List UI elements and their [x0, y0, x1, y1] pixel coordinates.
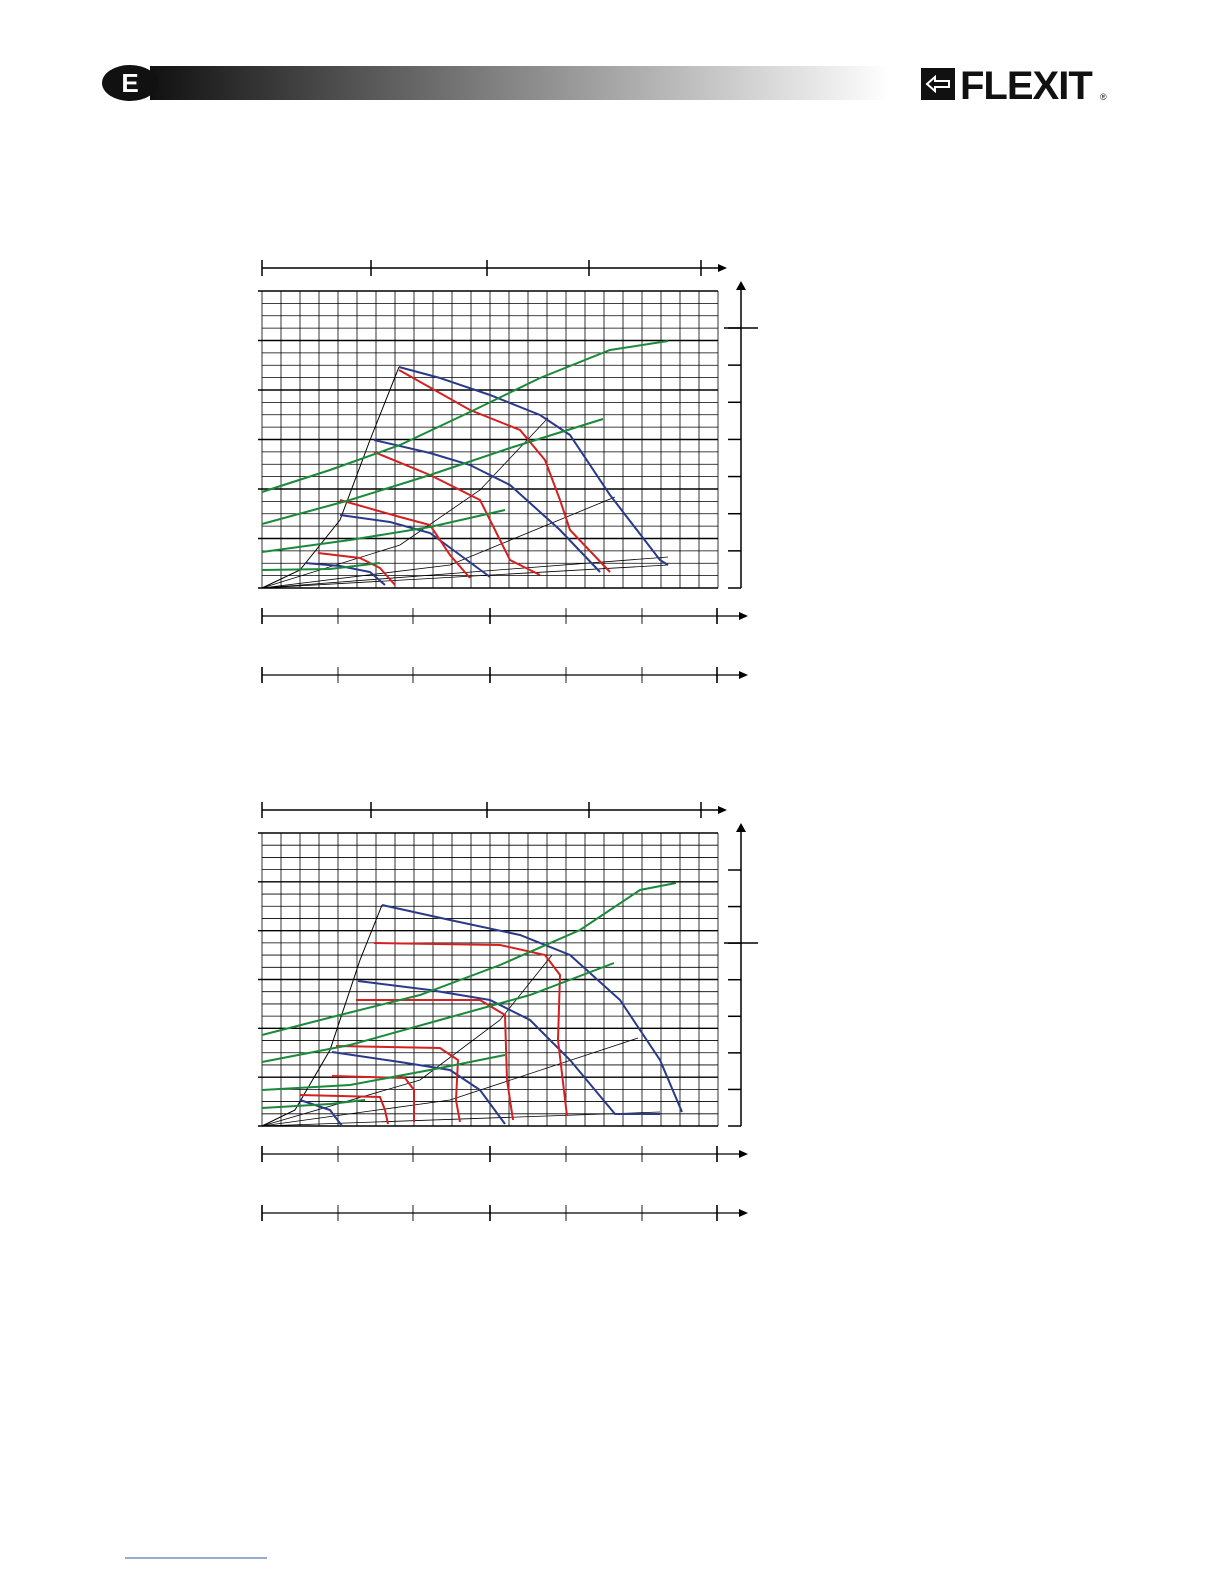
charts	[258, 260, 758, 1221]
arrow-head	[718, 264, 727, 272]
logo-text: FLEXIT	[960, 64, 1092, 108]
curve	[356, 999, 514, 1121]
arrow-head	[739, 671, 748, 679]
curve	[261, 1099, 366, 1109]
badge-shape	[102, 65, 158, 101]
curve	[357, 980, 660, 1116]
arrow-head	[736, 823, 746, 832]
arrow-head	[739, 1209, 748, 1217]
arrow-head	[739, 1150, 748, 1158]
curve	[261, 496, 616, 589]
curve	[339, 499, 471, 579]
curve	[373, 451, 541, 576]
curve	[261, 1054, 506, 1091]
curve	[261, 904, 383, 1127]
curve	[299, 1094, 389, 1125]
curve	[339, 514, 491, 578]
curve	[261, 366, 400, 589]
curve	[261, 1037, 639, 1127]
curve	[317, 552, 396, 586]
curve	[304, 562, 386, 586]
logo-arrow	[925, 74, 950, 94]
curve	[261, 562, 381, 571]
curve	[261, 1111, 661, 1127]
curve	[373, 942, 568, 1117]
curve	[398, 369, 611, 573]
curve	[398, 366, 669, 566]
curve	[331, 1051, 506, 1125]
badge-text: E	[121, 68, 138, 98]
curve	[261, 509, 506, 553]
arrow-head	[739, 612, 748, 620]
curve	[261, 417, 549, 589]
curve	[299, 1099, 343, 1127]
curve	[261, 962, 615, 1063]
header-bar	[150, 66, 890, 100]
curve	[261, 882, 677, 1036]
curve	[261, 340, 669, 493]
curve	[331, 1075, 415, 1123]
arrow-head	[736, 281, 746, 290]
curve	[373, 439, 601, 573]
curve	[261, 418, 604, 525]
curve	[381, 904, 683, 1113]
curve	[335, 1045, 461, 1123]
logo-mark: ®	[1100, 92, 1107, 102]
arrow-head	[718, 806, 727, 814]
curve	[261, 564, 669, 589]
